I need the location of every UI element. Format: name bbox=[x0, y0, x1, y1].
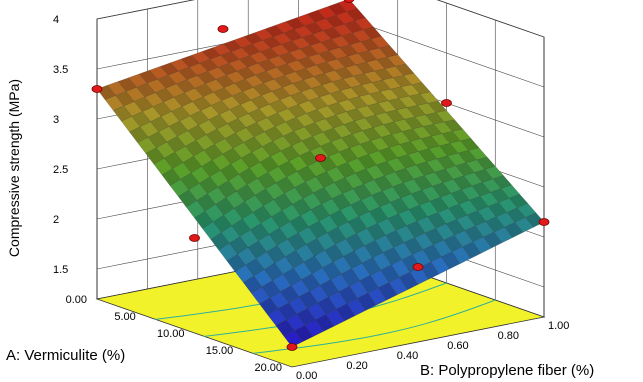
z-tick-label: 4 bbox=[53, 14, 59, 26]
design-point bbox=[91, 85, 103, 93]
z-tick-label: 2.5 bbox=[53, 164, 68, 176]
z-tick-label: 2 bbox=[53, 214, 59, 226]
b-tick-label: 1.00 bbox=[548, 320, 569, 332]
a-tick-label: 5.00 bbox=[114, 311, 135, 323]
b-tick-label: 0.80 bbox=[498, 330, 519, 342]
z-tick-label: 1.5 bbox=[53, 264, 68, 276]
x-axis-label: A: Vermiculite (%) bbox=[6, 347, 125, 364]
b-tick-label: 0.60 bbox=[447, 340, 468, 352]
surface-cell bbox=[283, 330, 303, 348]
y-axis-label: B: Polypropylene fiber (%) bbox=[420, 362, 594, 379]
z-tick-label: 3 bbox=[53, 114, 59, 126]
z-tick-label: 3.5 bbox=[53, 64, 68, 76]
design-point bbox=[538, 218, 550, 226]
response-surface bbox=[96, 0, 545, 348]
a-tick-label: 15.00 bbox=[206, 345, 234, 357]
wall-gridline bbox=[96, 0, 545, 38]
design-point bbox=[189, 234, 200, 242]
design-points bbox=[91, 0, 550, 351]
z-axis-label: Compressive strength (MPa) bbox=[6, 79, 22, 257]
b-tick-label: 0.20 bbox=[346, 360, 367, 372]
design-point bbox=[217, 25, 229, 33]
b-tick-label: 0.00 bbox=[296, 370, 317, 382]
a-tick-label: 10.00 bbox=[157, 328, 185, 340]
tick-labels: 1.5 2 2.5 3 3.5 4 0.00 5.00 10.00 15.00 20.00 0.00 0… bbox=[53, 14, 569, 382]
design-point bbox=[286, 343, 298, 351]
design-point bbox=[315, 154, 326, 162]
floor-contour bbox=[252, 299, 496, 354]
b-tick-label: 0.40 bbox=[397, 350, 418, 362]
a-tick-label: 20.00 bbox=[254, 362, 282, 374]
a-tick-label: 0.00 bbox=[66, 294, 87, 306]
design-point bbox=[343, 0, 355, 3]
design-point bbox=[441, 99, 452, 107]
design-point bbox=[412, 263, 424, 271]
